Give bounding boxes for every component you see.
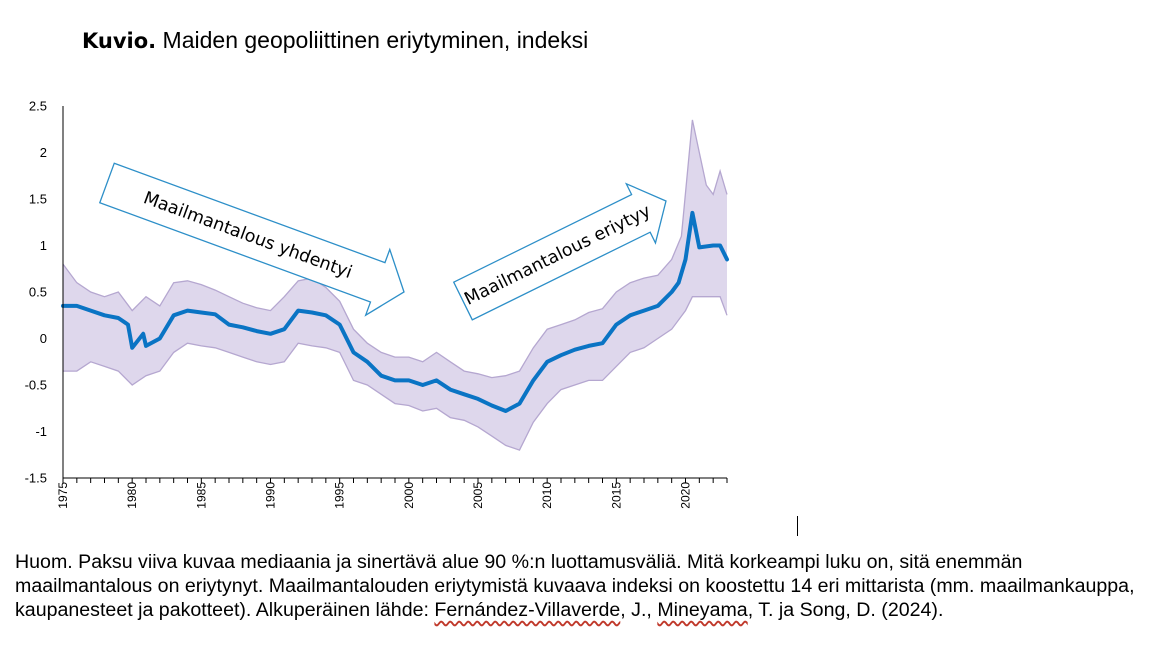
chart-axes [62,106,728,483]
x-tick-label: 1995 [333,482,347,509]
median-line [61,210,729,413]
x-tick-label: 1980 [125,482,139,509]
geopolitical-fragmentation-chart: 2.5 2 1.5 1 0.5 0 -0.5 -1 -1.5 Maailmantalous yh… [25,99,729,509]
integration-arrow: Maailmantalous yhdentyi [98,162,405,317]
text-cursor [797,516,798,536]
confidence-band [63,119,727,451]
y-tick-label: 2.5 [29,99,47,114]
note-author-fernandez-villaverde: Fernández-Villaverde [434,599,621,621]
band-upper-edge [62,119,728,379]
x-tick-label: 2015 [609,482,623,509]
x-tick-label: 2000 [402,482,416,509]
x-axis-ticks: 1975 1980 1985 1990 1995 2000 2005 2010 2015 2020 [56,482,693,509]
note-author-mineyama: Mineyama [657,599,748,621]
y-tick-label: 1 [40,238,47,253]
band-lower-edge [63,296,728,451]
x-tick-label: 2005 [471,482,485,509]
y-tick-label: 0.5 [29,285,47,300]
x-tick-label: 2010 [540,482,554,509]
note-text: Huom. Paksu viiva kuvaa mediaania ja sin… [15,551,1135,621]
y-axis-ticks: 2.5 2 1.5 1 0.5 0 -0.5 -1 -1.5 [25,99,47,486]
figure-title-prefix: Kuvio. [82,29,157,53]
x-tick-label: 1985 [194,482,208,509]
confidence-band-area [62,119,728,451]
y-tick-label: -1.5 [25,471,47,486]
y-tick-label: 1.5 [29,192,47,207]
y-tick-label: 0 [40,331,47,346]
x-tick-label: 2020 [679,482,693,509]
integration-arrow-label: Maailmantalous yhdentyi [141,188,355,283]
fragmentation-arrow-shape [452,182,667,321]
x-tick-label: 1990 [264,482,278,509]
y-tick-label: 2 [40,145,47,160]
note-text-3: , T. ja Song, D. (2024). [747,599,944,621]
x-tick-label: 1975 [56,482,70,509]
note-text-2: , J., [620,599,658,621]
y-tick-label: -0.5 [25,378,47,393]
figure-note: Huom. Paksu viiva kuvaa mediaania ja sin… [15,550,1150,622]
median-series [61,210,729,413]
y-tick-label: -1 [35,424,47,439]
figure-title-text: Maiden geopoliittinen eriytyminen, indek… [162,27,589,53]
integration-arrow-shape [98,162,405,317]
figure-title: Kuvio. Maiden geopoliittinen eriytyminen… [82,26,588,55]
